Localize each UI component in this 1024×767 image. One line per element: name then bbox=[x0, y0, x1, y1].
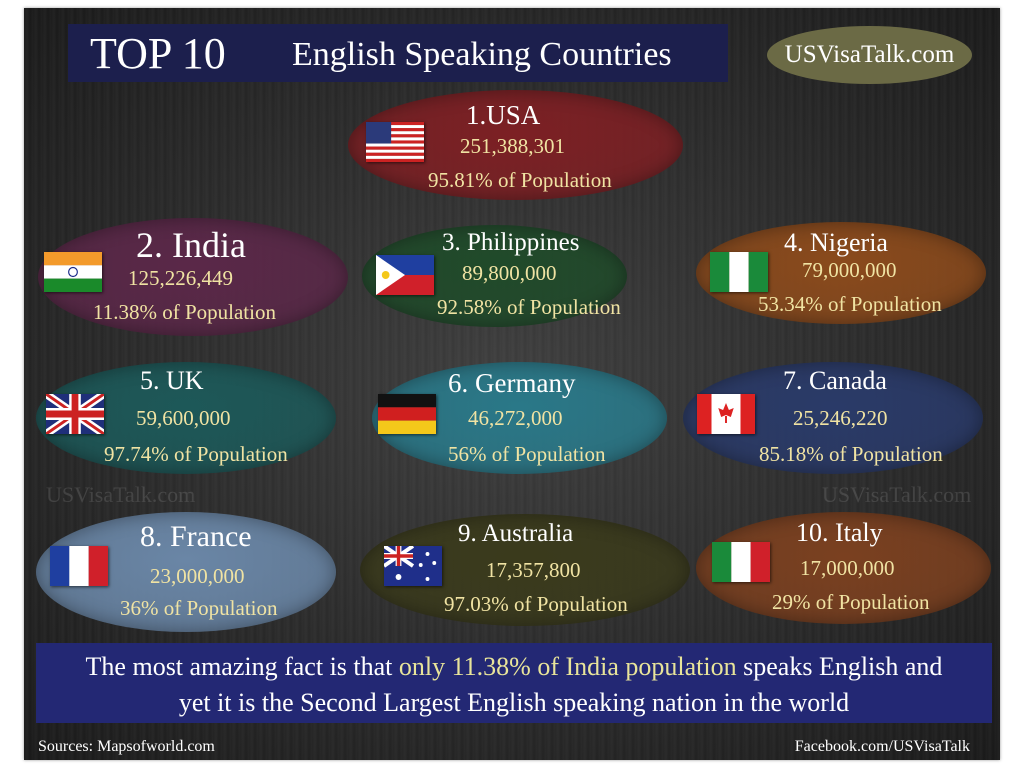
speaker-count: 125,226,449 bbox=[128, 266, 233, 290]
watermark-right: USVisaTalk.com bbox=[822, 482, 972, 507]
country-name: 5. UK bbox=[140, 366, 204, 395]
population-percent: 36% of Population bbox=[120, 596, 278, 620]
country-name: 4. Nigeria bbox=[784, 228, 888, 257]
country-card: 4. Nigeria 79,000,000 53.34% of Populati… bbox=[696, 222, 986, 324]
population-percent: 56% of Population bbox=[448, 442, 606, 466]
country-card: 1.USA 251,388,301 95.81% of Population bbox=[348, 90, 683, 200]
speaker-count: 251,388,301 bbox=[460, 134, 565, 158]
country-card: 8. France 23,000,000 36% of Population bbox=[36, 512, 336, 632]
speaker-count: 89,800,000 bbox=[462, 261, 557, 285]
title-text: English Speaking Countries bbox=[292, 36, 672, 73]
country-card: 2. India 125,226,449 11.38% of Populatio… bbox=[38, 218, 348, 336]
country-name: 2. India bbox=[136, 225, 246, 265]
facebook-text: Facebook.com/USVisaTalk bbox=[794, 738, 970, 755]
speaker-count: 25,246,220 bbox=[793, 406, 888, 430]
population-percent: 95.81% of Population bbox=[428, 168, 612, 192]
speaker-count: 79,000,000 bbox=[802, 258, 897, 282]
speaker-count: 17,357,800 bbox=[486, 558, 581, 582]
uk-flag-icon bbox=[46, 394, 104, 434]
country-card: 3. Philippines 89,800,000 92.58% of Popu… bbox=[362, 225, 627, 327]
india-flag-icon bbox=[44, 252, 102, 292]
germany-flag-icon bbox=[378, 394, 436, 434]
country-name: 8. France bbox=[140, 520, 252, 553]
philippines-flag-icon bbox=[376, 255, 434, 295]
fact-text-2: speaks English and bbox=[736, 652, 943, 681]
australia-flag-icon bbox=[384, 546, 442, 586]
country-name: 10. Italy bbox=[796, 518, 883, 547]
speaker-count: 17,000,000 bbox=[800, 556, 895, 580]
population-percent: 92.58% of Population bbox=[437, 295, 621, 319]
canada-flag-icon bbox=[697, 394, 755, 434]
sources-text: Sources: Mapsofworld.com bbox=[38, 738, 215, 755]
fact-line-2: yet it is the Second Largest English spe… bbox=[178, 688, 850, 717]
population-percent: 85.18% of Population bbox=[759, 442, 943, 466]
speaker-count: 23,000,000 bbox=[150, 564, 245, 588]
fact-highlight: only 11.38% of India population bbox=[398, 652, 737, 681]
country-name: 9. Australia bbox=[458, 520, 574, 547]
country-name: 6. Germany bbox=[448, 368, 576, 398]
country-name: 1.USA bbox=[466, 100, 541, 130]
watermark-left: USVisaTalk.com bbox=[46, 482, 196, 507]
country-name: 3. Philippines bbox=[442, 229, 580, 256]
speaker-count: 59,600,000 bbox=[136, 406, 231, 430]
italy-flag-icon bbox=[712, 542, 770, 582]
france-flag-icon bbox=[50, 546, 108, 586]
population-percent: 97.74% of Population bbox=[104, 442, 288, 466]
speaker-count: 46,272,000 bbox=[468, 406, 563, 430]
fact-banner: The most amazing fact is that only 11.38… bbox=[36, 643, 992, 723]
fact-text-1: The most amazing fact is that bbox=[85, 652, 399, 681]
title-top10: TOP 10 bbox=[90, 29, 226, 78]
usa-flag-icon bbox=[366, 122, 424, 162]
country-card: 7. Canada 25,246,220 85.18% of Populatio… bbox=[683, 362, 983, 474]
title-banner bbox=[68, 24, 728, 82]
brand-badge: USVisaTalk.com bbox=[767, 26, 972, 84]
country-name: 7. Canada bbox=[783, 366, 887, 395]
country-card: 6. Germany 46,272,000 56% of Population bbox=[372, 362, 667, 474]
population-percent: 53.34% of Population bbox=[758, 292, 942, 316]
country-card: 9. Australia 17,357,800 97.03% of Popula… bbox=[360, 514, 690, 626]
population-percent: 11.38% of Population bbox=[93, 300, 276, 324]
country-card: 10. Italy 17,000,000 29% of Population bbox=[696, 512, 991, 624]
population-percent: 97.03% of Population bbox=[444, 592, 628, 616]
population-percent: 29% of Population bbox=[772, 590, 930, 614]
country-card: 5. UK 59,600,000 97.74% of Population bbox=[36, 362, 336, 474]
nigeria-flag-icon bbox=[710, 252, 768, 292]
